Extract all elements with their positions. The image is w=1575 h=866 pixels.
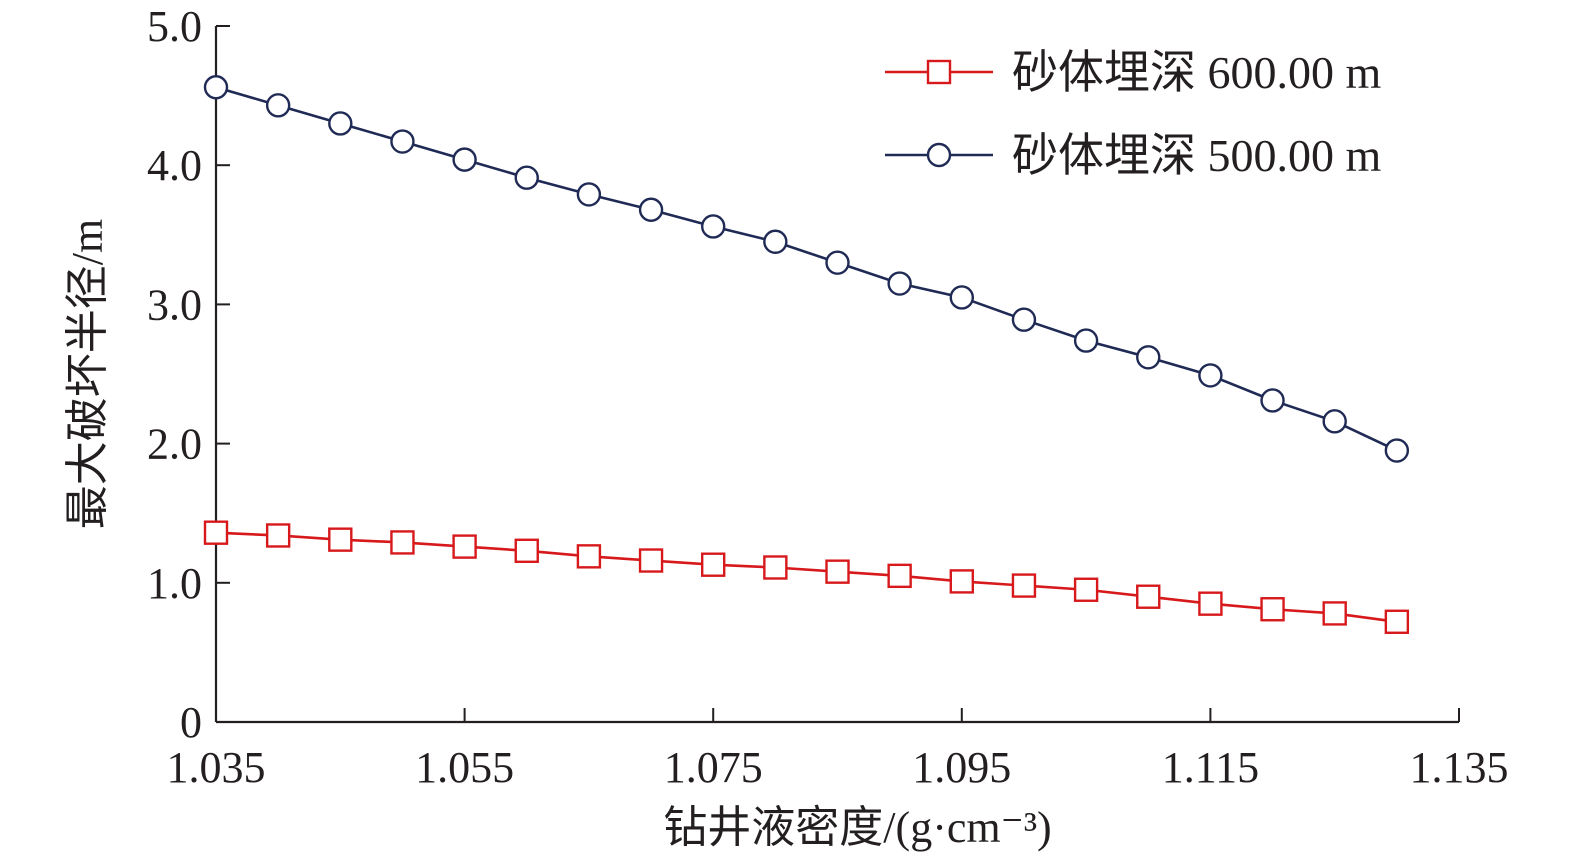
data-point-square <box>1384 609 1410 634</box>
data-point-circle <box>949 285 974 310</box>
legend-label-series-500: 砂体埋深 500.00 m <box>1012 130 1382 181</box>
series-group <box>203 75 1410 634</box>
data-point-circle <box>1136 345 1161 370</box>
y-tick-label: 5.0 <box>147 2 202 51</box>
x-tick-label: 1.095 <box>912 743 1011 792</box>
data-point-circle <box>452 147 477 172</box>
data-point-circle <box>638 197 664 222</box>
data-point-circle <box>265 93 291 118</box>
data-point-square <box>887 563 912 589</box>
data-point-circle <box>514 165 539 190</box>
data-point-square <box>763 555 788 580</box>
data-point-square <box>576 544 602 569</box>
legend-marker-square <box>926 59 952 85</box>
data-point-circle <box>1073 328 1099 353</box>
data-point-square <box>265 523 291 548</box>
data-point-circle <box>825 250 850 275</box>
x-axis-title: 钻井液密度/(g·cm⁻³) <box>663 803 1051 852</box>
y-axis-title: 最大破坏半径/m <box>63 219 112 529</box>
data-point-circle <box>763 229 788 254</box>
y-tick-label: 1.0 <box>147 559 202 608</box>
data-point-circle <box>1011 307 1037 332</box>
data-point-square <box>390 530 415 555</box>
data-point-square <box>949 569 974 594</box>
data-point-square <box>638 548 664 573</box>
legend-label-series-600: 砂体埋深 600.00 m <box>1012 47 1382 98</box>
data-point-circle <box>390 129 415 154</box>
data-point-square <box>701 552 726 577</box>
data-point-circle <box>328 111 353 136</box>
data-point-circle <box>887 271 912 296</box>
axes <box>214 25 1460 724</box>
y-tick-label: 2.0 <box>147 420 202 469</box>
y-tick-label: 4.0 <box>147 141 202 190</box>
data-point-square <box>1073 577 1099 602</box>
x-tick-label: 1.035 <box>167 743 266 792</box>
data-point-circle <box>203 75 229 100</box>
data-point-circle <box>1322 409 1347 434</box>
data-point-circle <box>1198 363 1223 388</box>
x-tick-label: 1.075 <box>664 743 763 792</box>
y-tick-label: 3.0 <box>147 280 202 329</box>
data-point-square <box>1136 584 1161 609</box>
data-point-square <box>1198 591 1223 616</box>
data-point-square <box>1260 597 1285 622</box>
data-point-circle <box>1384 438 1410 463</box>
x-tick-label: 1.135 <box>1410 743 1509 792</box>
data-point-square <box>514 538 539 563</box>
data-point-square <box>1011 573 1037 598</box>
tick-labels: 0 1.0 2.0 3.0 4.0 5.0 1.035 1.055 1.075 1.095 1.11… <box>147 2 1509 792</box>
x-tick-label: 1.115 <box>1162 743 1259 792</box>
data-point-square <box>825 559 850 584</box>
legend-marker-circle <box>926 142 952 168</box>
data-point-square <box>1322 601 1347 626</box>
data-point-square <box>452 534 477 559</box>
data-point-square <box>203 520 229 545</box>
data-point-circle <box>701 214 726 239</box>
legend: 砂体埋深 600.00 m 砂体埋深 500.00 m <box>885 47 1382 181</box>
data-point-square <box>328 527 353 552</box>
data-point-circle <box>576 182 602 207</box>
y-tick-label: 0 <box>180 698 202 747</box>
data-point-circle <box>1260 388 1285 413</box>
x-tick-label: 1.055 <box>415 743 514 792</box>
